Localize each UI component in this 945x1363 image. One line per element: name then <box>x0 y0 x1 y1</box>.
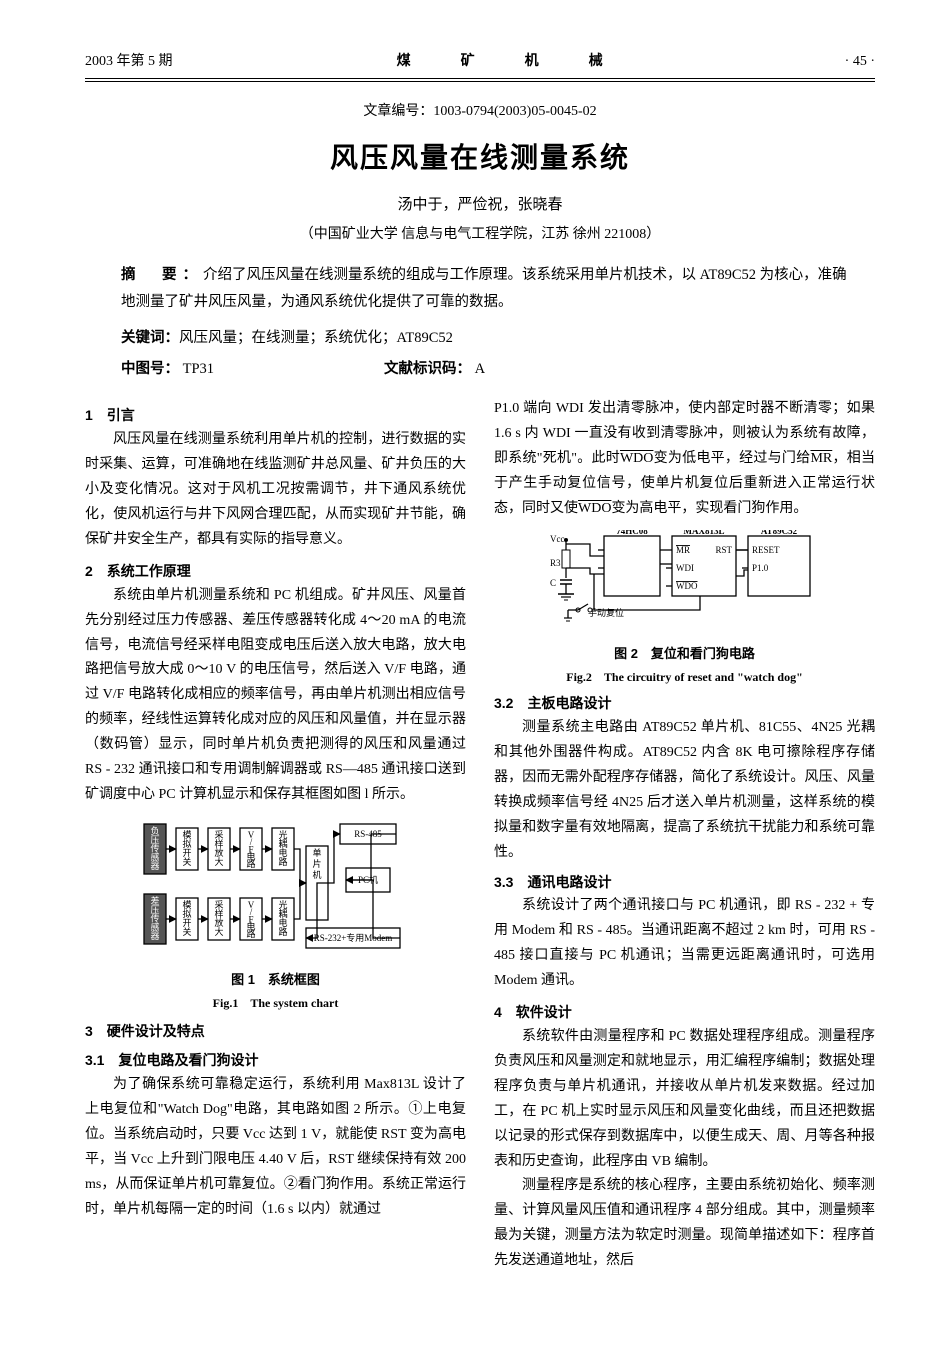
keywords-text: 风压风量；在线测量；系统优化；AT89C52 <box>179 330 453 346</box>
svg-text:R3: R3 <box>550 558 561 568</box>
svg-text:关: 关 <box>182 856 191 867</box>
svg-text:RESET: RESET <box>752 545 780 555</box>
abstract-label: 摘 要： <box>121 267 203 283</box>
svg-text:74HC08: 74HC08 <box>616 530 648 536</box>
section-3-1-head: 3.1 复位电路及看门狗设计 <box>85 1048 466 1073</box>
figure-1-caption-en: Fig.1 The system chart <box>85 993 466 1013</box>
figure-2-caption-en: Fig.2 The circuitry of reset and "watch … <box>494 667 875 687</box>
svg-text:片: 片 <box>312 858 321 869</box>
doc-code-label: 文献标识码： <box>384 361 471 377</box>
svg-text:器: 器 <box>150 861 159 871</box>
clc-label: 中图号： <box>121 361 179 377</box>
section-1-head: 1 引言 <box>85 403 466 428</box>
affiliation: （中国矿业大学 信息与电气工程学院，江苏 徐州 221008） <box>85 223 875 247</box>
abstract-text: 介绍了风压风量在线测量系统的组成与工作原理。该系统采用单片机技术，以 AT89C… <box>121 267 847 310</box>
section-3-1-continued: P1.0 端向 WDI 发出清零脉冲，使内部定时器不断清零；如果 1.6 s 内… <box>494 397 875 522</box>
keywords: 关键词：风压风量；在线测量；系统优化；AT89C52 <box>121 326 857 351</box>
figure-1-diagram: 负压传感器差压传感器模拟开关模拟开关采样放大采样放大V/F电路V/F电路光耦电路… <box>136 816 416 956</box>
figure-1: 负压传感器差压传感器模拟开关模拟开关采样放大采样放大V/F电路V/F电路光耦电路… <box>85 816 466 1013</box>
right-column: P1.0 端向 WDI 发出清零脉冲，使内部定时器不断清零；如果 1.6 s 内… <box>494 397 875 1274</box>
section-3-1-paragraph: 为了确保系统可靠稳定运行，系统利用 Max813L 设计了上电复位和"Watch… <box>85 1073 466 1222</box>
svg-text:WDI: WDI <box>676 563 694 573</box>
section-3-3-head: 3.3 通讯电路设计 <box>494 870 875 895</box>
section-3-2-head: 3.2 主板电路设计 <box>494 691 875 716</box>
doc-code-value: A <box>475 361 485 377</box>
authors: 汤中于，严俭祝，张晓春 <box>85 193 875 219</box>
svg-text:C: C <box>550 578 556 588</box>
section-3-head: 3 硬件设计及特点 <box>85 1019 466 1044</box>
abstract: 摘 要：介绍了风压风量在线测量系统的组成与工作原理。该系统采用单片机技术，以 A… <box>121 262 857 316</box>
svg-text:Vcc: Vcc <box>550 534 565 544</box>
svg-text:机: 机 <box>312 869 321 880</box>
clc: 中图号： TP31 <box>121 357 214 382</box>
section-3-2-paragraph: 测量系统主电路由 AT89C52 单片机、81C55、4N25 光耦和其他外围器… <box>494 716 875 865</box>
figure-2-diagram: 74HC08 MAX813L MR WDI WDO RST AT89C52 RESET P1.0… <box>540 530 830 630</box>
svg-text:MR: MR <box>676 545 690 555</box>
svg-text:路: 路 <box>278 926 287 937</box>
clc-value: TP31 <box>183 361 214 377</box>
svg-text:大: 大 <box>214 856 223 867</box>
section-2-head: 2 系统工作原理 <box>85 559 466 584</box>
body-columns: 1 引言 风压风量在线测量系统利用单片机的控制，进行数据的实时采集、运算，可准确… <box>85 397 875 1274</box>
figure-2-caption-cn: 图 2 复位和看门狗电路 <box>494 643 875 665</box>
svg-text:路: 路 <box>278 856 287 867</box>
doc-code: 文献标识码： A <box>384 357 485 382</box>
svg-text:器: 器 <box>150 931 159 941</box>
keywords-label: 关键词： <box>121 330 179 346</box>
svg-text:P1.0: P1.0 <box>752 563 769 573</box>
left-column: 1 引言 风压风量在线测量系统利用单片机的控制，进行数据的实时采集、运算，可准确… <box>85 397 466 1274</box>
svg-text:RST: RST <box>715 545 732 555</box>
section-3-3-paragraph: 系统设计了两个通讯接口与 PC 机通讯，即 RS - 232 + 专用 Mode… <box>494 894 875 994</box>
page: 2003 年第 5 期 煤 矿 机 械 · 45 · 文章编号：1003-079… <box>0 0 945 1314</box>
svg-text:WDO: WDO <box>676 581 698 591</box>
journal-title: 煤 矿 机 械 <box>397 50 621 74</box>
issue-info: 2003 年第 5 期 <box>85 50 173 74</box>
svg-text:路: 路 <box>246 858 255 869</box>
section-4-paragraph-2: 测量程序是系统的核心程序，主要由系统初始化、频率测量、计算风量风压值和通讯程序 … <box>494 1174 875 1274</box>
classification-row: 中图号： TP31 文献标识码： A <box>121 357 857 382</box>
figure-2: 74HC08 MAX813L MR WDI WDO RST AT89C52 RESET P1.0… <box>494 530 875 687</box>
svg-text:关: 关 <box>182 926 191 937</box>
section-1-paragraph: 风压风量在线测量系统利用单片机的控制，进行数据的实时采集、运算，可准确地在线监测… <box>85 428 466 553</box>
figure-1-caption-cn: 图 1 系统框图 <box>85 969 466 991</box>
section-2-paragraph: 系统由单片机测量系统和 PC 机组成。矿井风压、风量首先分别经过压力传感器、差压… <box>85 584 466 808</box>
svg-text:单: 单 <box>312 847 321 858</box>
section-4-paragraph-1: 系统软件由测量程序和 PC 数据处理程序组成。测量程序负责风压和风量测定和就地显… <box>494 1025 875 1174</box>
section-4-head: 4 软件设计 <box>494 1000 875 1025</box>
article-id: 文章编号：1003-0794(2003)05-0045-02 <box>85 100 875 124</box>
svg-text:路: 路 <box>246 928 255 939</box>
svg-text:大: 大 <box>214 926 223 937</box>
page-number: · 45 · <box>845 50 875 74</box>
running-head-rule <box>85 81 875 82</box>
svg-text:AT89C52: AT89C52 <box>760 530 797 536</box>
running-head: 2003 年第 5 期 煤 矿 机 械 · 45 · <box>85 50 875 79</box>
svg-text:MAX813L: MAX813L <box>683 530 724 536</box>
paper-title: 风压风量在线测量系统 <box>85 134 875 182</box>
